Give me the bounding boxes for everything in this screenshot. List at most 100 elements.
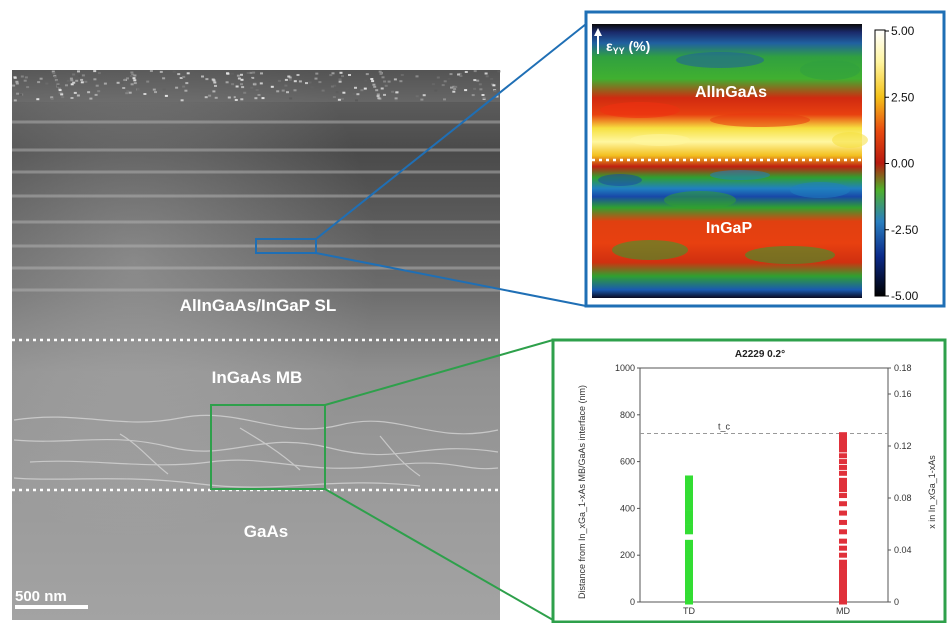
noise-dot	[72, 81, 76, 84]
noise-dot	[94, 93, 98, 96]
data-point-td	[685, 571, 693, 577]
noise-dot	[287, 75, 291, 78]
data-point-td	[685, 529, 693, 535]
noise-dot	[80, 81, 84, 84]
noise-dot	[383, 80, 387, 83]
noise-dot	[182, 85, 186, 88]
data-point-md	[839, 592, 847, 598]
noise-dot	[182, 75, 186, 78]
noise-dot	[473, 70, 477, 73]
blue-roi-box	[255, 238, 317, 254]
noise-dot	[478, 85, 482, 88]
data-point-md	[839, 578, 847, 584]
noise-dot	[214, 96, 218, 99]
noise-dot	[375, 89, 379, 92]
colorbar-tick-label: 0.00	[891, 157, 915, 171]
noise-dot	[226, 72, 229, 75]
noise-dot	[296, 74, 300, 76]
noise-dot	[393, 78, 397, 81]
noise-dot	[476, 79, 480, 82]
noise-dot	[371, 80, 375, 83]
noise-dot	[490, 77, 494, 80]
data-point-md	[839, 442, 847, 448]
noise-dot	[443, 98, 446, 101]
noise-dot	[13, 88, 17, 91]
noise-dot	[341, 97, 344, 100]
noise-dot	[254, 97, 258, 100]
strain-texture-blob	[612, 240, 688, 260]
noise-dot	[376, 93, 380, 96]
noise-dot	[53, 76, 57, 79]
noise-dot	[384, 84, 388, 87]
noise-dot	[236, 74, 240, 77]
data-point-td	[685, 595, 693, 601]
noise-dot	[208, 94, 212, 97]
data-point-md	[839, 585, 847, 591]
data-point-md	[839, 438, 847, 444]
noise-dot	[420, 98, 424, 101]
scatter-frame	[551, 338, 947, 623]
data-point-td	[685, 496, 693, 502]
noise-dot	[321, 89, 325, 92]
colorbar-tick-label: 2.50	[891, 90, 915, 104]
noise-dot	[184, 89, 188, 92]
label-superlattice: AlInGaAs/InGaP SL	[180, 296, 337, 315]
data-point-td	[685, 487, 693, 493]
noise-dot	[55, 80, 59, 83]
tem-image: AlInGaAs/InGaP SL InGaAs MB GaAs 500 nm	[12, 70, 501, 620]
noise-dot	[16, 92, 20, 95]
noise-dot	[443, 80, 447, 83]
noise-dot	[231, 83, 235, 86]
noise-dot	[15, 80, 19, 83]
noise-dot	[122, 87, 126, 89]
data-point-td	[685, 557, 693, 563]
data-point-td	[685, 560, 693, 566]
data-point-td	[685, 505, 693, 511]
noise-dot	[441, 84, 445, 87]
noise-dot	[286, 91, 289, 94]
noise-dot	[400, 74, 404, 76]
noise-dot	[162, 88, 166, 91]
strain-map-inset: εYY (%) AlInGaAs InGaP 5.00 2.50 0.00 -2.50…	[584, 10, 946, 308]
noise-dot	[383, 93, 386, 96]
noise-dot	[240, 73, 243, 76]
data-point-md	[839, 569, 847, 575]
noise-dot	[80, 78, 84, 81]
data-point-td	[685, 501, 693, 507]
noise-dot	[162, 77, 166, 80]
y-tick-label-left: 800	[620, 410, 635, 420]
noise-dot	[249, 78, 253, 81]
y-tick-label-right: 0.04	[894, 545, 912, 555]
noise-dot	[133, 79, 137, 82]
green-roi-box	[210, 404, 326, 490]
y-tick-label-left: 200	[620, 550, 635, 560]
noise-dot	[394, 99, 398, 102]
noise-dot	[352, 93, 356, 95]
noise-dot	[97, 90, 101, 93]
data-point-md	[839, 510, 847, 516]
noise-dot	[259, 82, 263, 85]
data-point-td	[685, 564, 693, 570]
noise-dot	[53, 74, 57, 77]
noise-dot	[360, 89, 364, 92]
colorbar-tick-label: 5.00	[891, 24, 915, 38]
data-point-md	[839, 453, 847, 459]
data-point-md	[839, 493, 847, 499]
noise-dot	[365, 73, 369, 76]
noise-dot	[58, 89, 62, 92]
data-point-td	[685, 578, 693, 584]
noise-dot	[356, 93, 360, 96]
noise-dot	[76, 94, 80, 97]
noise-dot	[246, 72, 250, 74]
noise-dot	[136, 88, 140, 91]
scatter-inset: A2229 0.2° Distance from In_xGa_1-xAs MB…	[551, 338, 947, 623]
noise-dot	[464, 71, 468, 73]
noise-dot	[310, 86, 314, 89]
noise-dot	[458, 72, 462, 75]
noise-dot	[281, 89, 285, 92]
noise-dot	[339, 71, 343, 74]
noise-dot	[453, 88, 457, 90]
noise-dot	[125, 92, 129, 95]
noise-dot	[338, 80, 342, 83]
noise-dot	[116, 81, 120, 84]
